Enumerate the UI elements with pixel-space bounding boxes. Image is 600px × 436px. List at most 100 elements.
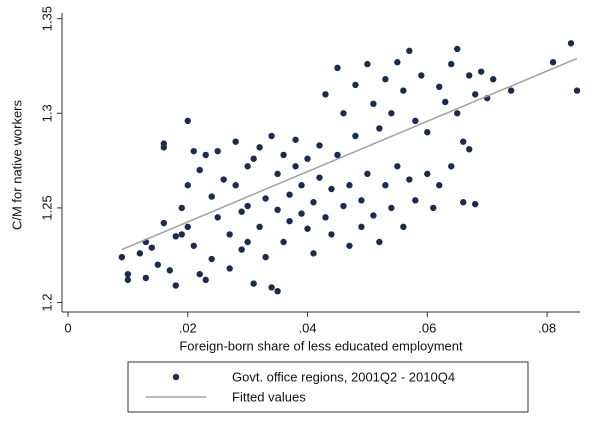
point [424, 170, 431, 178]
point [358, 223, 365, 231]
point [184, 223, 191, 231]
point [202, 151, 209, 159]
point [226, 265, 233, 272]
point [370, 100, 377, 108]
point [292, 136, 299, 143]
point [190, 242, 197, 249]
point [274, 206, 281, 214]
point [412, 197, 419, 204]
point [424, 129, 431, 136]
point [466, 146, 473, 153]
point [208, 255, 215, 263]
point [178, 204, 185, 212]
point [489, 76, 497, 83]
point [322, 214, 329, 221]
legend-label: Govt. office regions, 2001Q2 - 2010Q4 [232, 369, 455, 384]
point [430, 204, 437, 212]
point [549, 59, 557, 66]
point [268, 284, 275, 291]
point [466, 72, 473, 79]
point [196, 270, 203, 278]
point [160, 219, 168, 227]
point [184, 117, 191, 125]
point [406, 47, 413, 55]
point [406, 176, 413, 183]
y-tick-label: 1.3 [39, 104, 54, 122]
point [352, 81, 359, 89]
point [448, 163, 455, 170]
point [238, 208, 245, 215]
x-tick-label: .04 [298, 320, 316, 335]
point [364, 170, 371, 178]
point [142, 274, 150, 282]
point [477, 68, 485, 75]
point [208, 193, 215, 200]
point [292, 163, 299, 170]
point [448, 60, 455, 68]
point [202, 276, 209, 284]
y-tick-label: 1.25 [39, 195, 54, 220]
point [352, 132, 359, 140]
point [507, 87, 515, 94]
point [316, 174, 323, 181]
point [334, 151, 341, 159]
point [160, 144, 168, 151]
point [346, 182, 353, 189]
point [298, 182, 305, 189]
point [220, 176, 227, 183]
x-tick-label: .06 [418, 320, 436, 335]
point [118, 253, 126, 261]
x-tick-label: 0 [64, 320, 71, 335]
point [280, 238, 287, 246]
point [214, 147, 221, 155]
point [148, 244, 156, 251]
point [418, 72, 425, 79]
point [316, 142, 323, 149]
point [250, 280, 257, 287]
point [244, 202, 251, 210]
point [340, 110, 347, 117]
point [472, 91, 479, 98]
point [244, 238, 251, 246]
legend-marker [172, 373, 180, 381]
point [382, 182, 389, 189]
point [436, 83, 443, 91]
point [286, 217, 293, 225]
point [454, 110, 461, 117]
point [136, 250, 144, 257]
point [226, 231, 233, 238]
point [346, 242, 353, 249]
point [388, 110, 395, 117]
point [310, 250, 317, 257]
point [376, 125, 383, 132]
point [573, 87, 581, 94]
point [310, 199, 317, 206]
point [376, 238, 383, 246]
point [268, 132, 275, 140]
x-tick-label: .02 [179, 320, 197, 335]
point [196, 166, 203, 174]
point [400, 223, 407, 231]
y-axis-title: C/M for native workers [9, 99, 24, 230]
point [244, 163, 251, 170]
point [250, 155, 257, 162]
point [154, 261, 162, 268]
fitted-line [121, 57, 578, 251]
point [394, 163, 401, 170]
point [358, 197, 365, 204]
point [400, 87, 407, 94]
point [304, 155, 311, 162]
point [256, 223, 263, 231]
point [178, 231, 185, 238]
point [280, 151, 287, 159]
point [286, 191, 293, 198]
legend-label: Fitted values [232, 389, 306, 404]
point [238, 246, 245, 253]
point [340, 202, 347, 210]
point [322, 91, 329, 98]
point [190, 147, 197, 155]
point [460, 199, 467, 206]
point [232, 182, 239, 189]
